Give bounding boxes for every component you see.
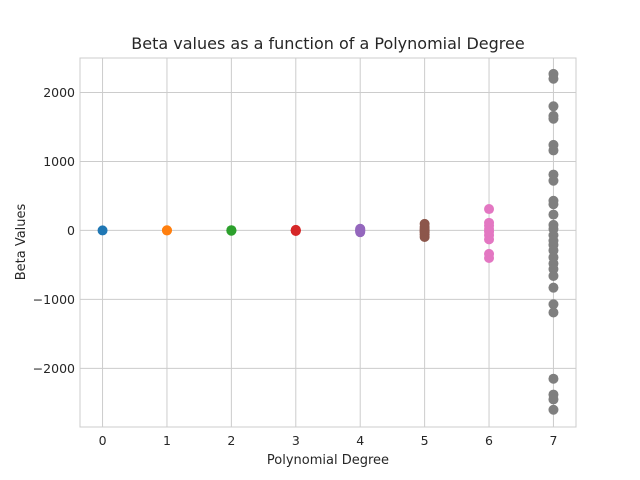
x-tick-label: 4 [356, 433, 364, 448]
x-tick-label: 7 [549, 433, 557, 448]
data-point [484, 204, 495, 215]
x-tick-label: 6 [485, 433, 493, 448]
x-tick-label: 2 [227, 433, 235, 448]
y-tick-label: 0 [67, 223, 75, 238]
x-tick-labels: 0 1 2 3 4 5 6 7 [99, 433, 558, 448]
y-tick-label: −2000 [33, 361, 75, 376]
x-tick-label: 1 [163, 433, 171, 448]
data-point [548, 145, 559, 156]
x-tick-label: 0 [99, 433, 107, 448]
data-point [226, 225, 237, 236]
data-point [548, 307, 559, 318]
data-point [290, 224, 301, 235]
y-tick-label: −1000 [33, 292, 75, 307]
data-point [484, 217, 495, 228]
data-point [548, 199, 559, 210]
y-tick-label: 2000 [43, 85, 75, 100]
grid-lines [80, 58, 576, 427]
data-point [548, 264, 559, 275]
data-point [548, 73, 559, 84]
data-point [548, 404, 559, 415]
data-point [548, 101, 559, 112]
data-point [97, 225, 108, 236]
data-point [548, 209, 559, 220]
x-tick-label: 5 [421, 433, 429, 448]
x-tick-label: 3 [292, 433, 300, 448]
data-point [548, 175, 559, 186]
data-points [97, 68, 559, 415]
data-point [548, 245, 559, 256]
data-point [419, 218, 430, 229]
data-point [548, 394, 559, 405]
data-point [548, 113, 559, 124]
data-point [548, 299, 559, 310]
data-point [484, 248, 495, 259]
data-point [548, 373, 559, 384]
data-point [548, 282, 559, 293]
data-point [161, 225, 172, 236]
y-tick-labels: −2000 −1000 0 1000 2000 [33, 85, 75, 376]
y-axis-label: Beta Values [14, 203, 29, 280]
y-tick-label: 1000 [43, 154, 75, 169]
plot-frame [79, 57, 577, 428]
chart-title: Beta values as a function of a Polynomia… [131, 34, 524, 53]
data-point [355, 223, 366, 234]
x-axis-label: Polynomial Degree [267, 453, 389, 468]
data-point [548, 270, 559, 281]
